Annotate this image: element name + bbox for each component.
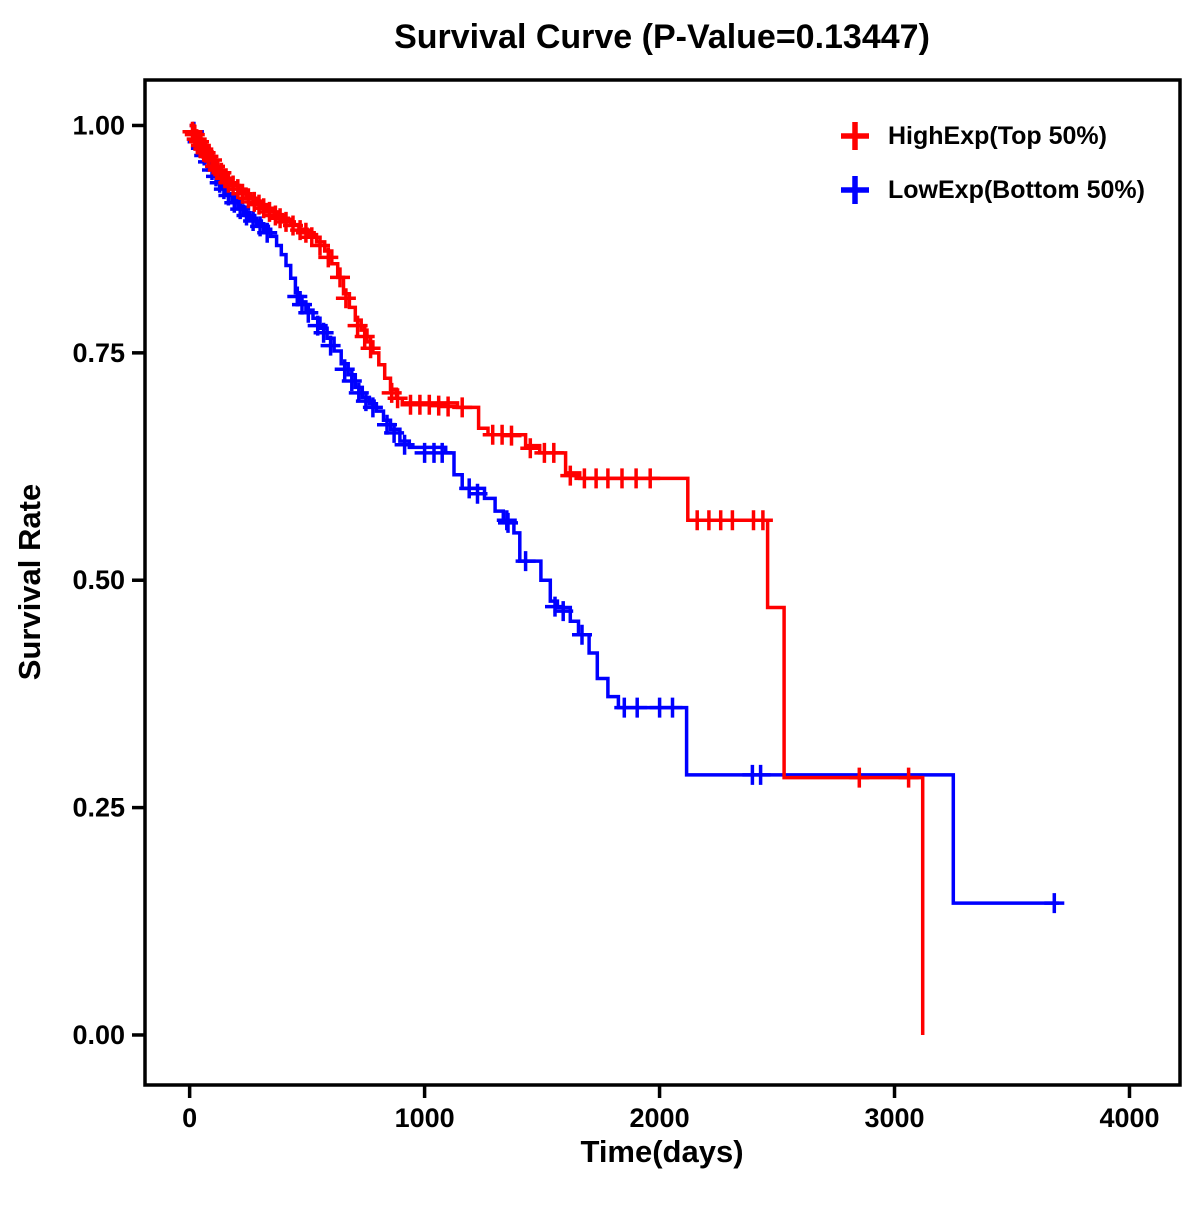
x-tick-label: 0 [182, 1103, 197, 1133]
legend-label-lowexp: LowExp(Bottom 50%) [888, 175, 1145, 204]
x-tick-label: 3000 [864, 1103, 924, 1133]
y-tick-label: 0.00 [72, 1020, 125, 1050]
y-tick-label: 0.25 [72, 793, 125, 823]
censor-marks-highexp [182, 121, 919, 788]
y-tick-label: 1.00 [72, 110, 125, 140]
x-tick-label: 2000 [630, 1103, 690, 1133]
x-tick-label: 1000 [395, 1103, 455, 1133]
lowexp-plus-marker-icon [841, 176, 869, 204]
legend-label-highexp: HighExp(Top 50%) [888, 121, 1107, 150]
survival-curve-highexp [189, 123, 925, 1035]
legend-item-highexp: HighExp(Top 50%) [838, 118, 1145, 154]
legend-item-lowexp: LowExp(Bottom 50%) [838, 172, 1145, 208]
plot-border [143, 78, 1182, 1087]
chart-title: Survival Curve (P-Value=0.13447) [394, 18, 930, 56]
y-axis-label: Survival Rate [12, 484, 47, 680]
highexp-plus-marker-icon [841, 122, 869, 150]
legend: HighExp(Top 50%) LowExp(Bottom 50%) [838, 118, 1145, 208]
x-axis-label: Time(days) [580, 1134, 743, 1169]
x-tick-label: 4000 [1099, 1103, 1159, 1133]
y-tick-label: 0.75 [72, 338, 125, 368]
y-tick-label: 0.50 [72, 565, 125, 595]
plot-area: 0 1000 2000 3000 4000 0.00 0.25 0.50 0.75 1.00 [72, 78, 1182, 1133]
